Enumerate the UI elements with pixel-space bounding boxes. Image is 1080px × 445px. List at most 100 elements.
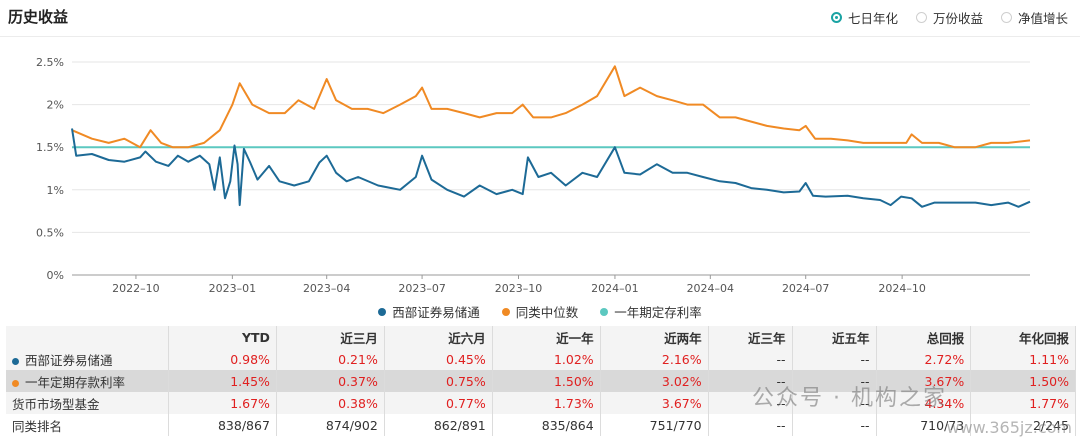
table-row: 一年定期存款利率 1.45% 0.37% 0.75% 1.50% 3.02% -… (6, 370, 1076, 392)
chart-legend: 西部证券易储通 同类中位数 一年期定存利率 (0, 302, 1080, 321)
legend-item-median[interactable]: 同类中位数 (501, 302, 579, 321)
table-row: 西部证券易储通 0.98% 0.21% 0.45% 1.02% 2.16% --… (6, 348, 1076, 370)
x-tick-label: 2024–07 (782, 282, 830, 295)
table-header: 近三月 (276, 326, 385, 348)
legend-dot-icon (378, 307, 387, 316)
table-cell: -- (708, 392, 793, 414)
table-cell: 710/73 (876, 414, 972, 436)
table-cell: 1.50% (970, 370, 1076, 392)
y-tick-label: 0% (47, 269, 64, 282)
table-cell: 838/867 (168, 414, 277, 436)
table-cell: 862/891 (384, 414, 493, 436)
x-tick-label: 2024–01 (591, 282, 639, 295)
table-cell: -- (708, 348, 793, 370)
option-seven-day-yield[interactable]: 七日年化 (830, 8, 898, 27)
legend-dot-icon (501, 307, 510, 316)
table-cell: 751/770 (600, 414, 709, 436)
table-header: 近六月 (384, 326, 493, 348)
table-cell: 2.16% (600, 348, 709, 370)
table-header-row: YTD 近三月 近六月 近一年 近两年 近三年 近五年 总回报 年化回报 (6, 326, 1076, 348)
table-cell: -- (792, 392, 877, 414)
option-label: 七日年化 (847, 11, 898, 26)
y-tick-label: 1.5% (36, 141, 64, 154)
page-title: 历史收益 (8, 8, 69, 26)
table-cell: 4.34% (876, 392, 972, 414)
table-header: 近三年 (708, 326, 793, 348)
y-tick-label: 1% (47, 184, 64, 197)
table-cell: 0.37% (276, 370, 385, 392)
legend-item-deposit-rate[interactable]: 一年期定存利率 (600, 302, 702, 321)
option-label: 净值增长 (1017, 11, 1068, 26)
table-cell: 1.67% (168, 392, 277, 414)
table-header: 近一年 (492, 326, 601, 348)
option-nav-growth[interactable]: 净值增长 (1000, 8, 1068, 27)
table-cell: 2/245 (970, 414, 1076, 436)
table-header: YTD (168, 326, 277, 348)
header: 历史收益 七日年化 万份收益 净值增长 (0, 0, 1080, 36)
table-cell: 3.67% (876, 370, 972, 392)
table-cell: 1.77% (970, 392, 1076, 414)
table-cell: 2.72% (876, 348, 972, 370)
metric-selector: 七日年化 万份收益 净值增长 (830, 8, 1068, 27)
y-tick-label: 0.5% (36, 226, 64, 239)
table-cell: 0.21% (276, 348, 385, 370)
table-cell: 3.67% (600, 392, 709, 414)
legend-item-fund[interactable]: 西部证券易储通 (378, 302, 480, 321)
table-header (6, 326, 169, 348)
y-tick-label: 2.5% (36, 56, 64, 69)
yield-chart: 0% 0.5% 1% 1.5% 2% 2.5% 2022–10 2023–01 2023–04 2… (36, 56, 1031, 295)
table-row: 货币市场型基金 1.67% 0.38% 0.77% 1.73% 3.67% --… (6, 392, 1076, 414)
table-header: 近五年 (792, 326, 877, 348)
series-dot-icon (12, 357, 19, 365)
x-tick-label: 2022–10 (112, 282, 160, 295)
option-per-ten-thousand[interactable]: 万份收益 (915, 8, 983, 27)
row-name: 一年定期存款利率 (6, 370, 169, 392)
series-line-1 (71, 65, 1031, 149)
radio-icon (1000, 12, 1012, 23)
table-row: 同类排名 838/867 874/902 862/891 835/864 751… (6, 414, 1076, 436)
performance-table: YTD 近三月 近六月 近一年 近两年 近三年 近五年 总回报 年化回报 西部证… (6, 326, 1076, 436)
x-tick-label: 2023–07 (398, 282, 446, 295)
radio-icon (915, 12, 927, 23)
row-name: 西部证券易储通 (6, 348, 169, 370)
table-cell: -- (792, 370, 877, 392)
table-cell: 1.50% (492, 370, 601, 392)
legend-dot-icon (600, 307, 609, 316)
legend-label: 一年期定存利率 (614, 305, 702, 320)
x-tick-label: 2024–04 (687, 282, 735, 295)
row-name: 货币市场型基金 (6, 392, 169, 414)
table-cell: -- (792, 414, 877, 436)
legend-label: 西部证券易储通 (392, 305, 480, 320)
header-divider (0, 36, 1080, 37)
x-tick-label: 2024–10 (878, 282, 926, 295)
table-cell: 0.45% (384, 348, 493, 370)
table-cell: 835/864 (492, 414, 601, 436)
table-header: 年化回报 (970, 326, 1076, 348)
x-tick-label: 2023–01 (209, 282, 257, 295)
table-header: 总回报 (876, 326, 972, 348)
table-cell: 1.45% (168, 370, 277, 392)
legend-label: 同类中位数 (515, 305, 579, 320)
table-cell: 1.73% (492, 392, 601, 414)
series-line-0 (71, 128, 1031, 208)
table-cell: 0.75% (384, 370, 493, 392)
row-name: 同类排名 (6, 414, 169, 436)
table-cell: -- (708, 414, 793, 436)
table-cell: 1.11% (970, 348, 1076, 370)
table-cell: 874/902 (276, 414, 385, 436)
radio-selected-icon (830, 12, 842, 23)
row-name-label: 一年定期存款利率 (25, 374, 126, 390)
table-cell: 0.98% (168, 348, 277, 370)
table-header: 近两年 (600, 326, 709, 348)
x-tick-label: 2023–04 (303, 282, 351, 295)
table-cell: 3.02% (600, 370, 709, 392)
table-cell: -- (792, 348, 877, 370)
row-name-label: 西部证券易储通 (25, 352, 113, 368)
option-label: 万份收益 (932, 11, 983, 26)
table-cell: 0.38% (276, 392, 385, 414)
table-cell: -- (708, 370, 793, 392)
table-cell: 1.02% (492, 348, 601, 370)
y-tick-label: 2% (47, 99, 64, 112)
x-tick-label: 2023–10 (495, 282, 543, 295)
series-dot-icon (12, 379, 19, 387)
